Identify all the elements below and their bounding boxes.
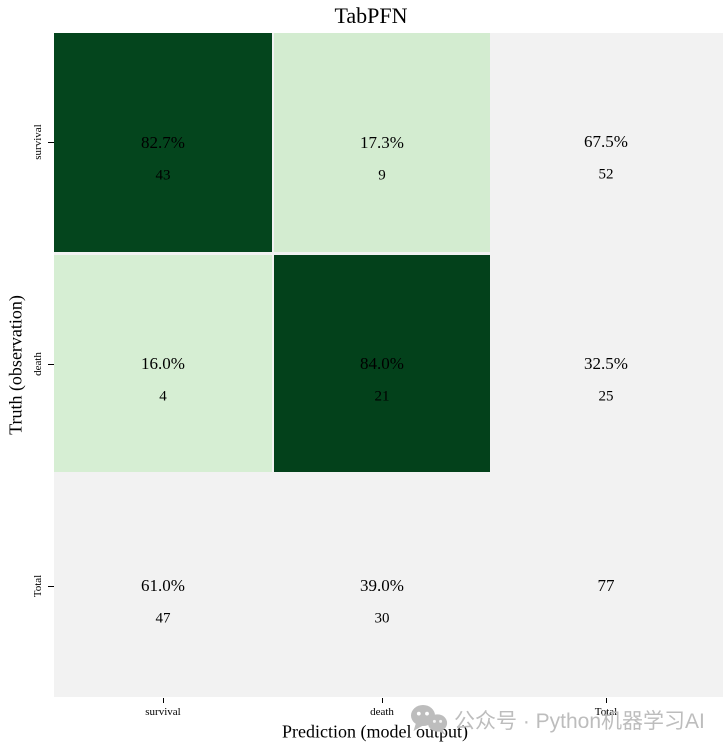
y-tick-label-total: Total (32, 574, 44, 598)
cell-count: 43 (155, 167, 171, 183)
y-tickmark-death (48, 364, 54, 365)
y-axis-label: Truth (observation) (5, 295, 26, 435)
grand-total-value: 77 (597, 576, 615, 595)
wechat-icon (411, 705, 448, 735)
cell-death-death: 84.0% 21 (274, 255, 490, 472)
margin-percent-total-survival: 61.0% (141, 576, 185, 595)
y-tick-label-death: death (32, 352, 44, 376)
x-tick-label-death: death (370, 706, 394, 718)
y-tick-label-survival: survival (32, 124, 44, 160)
margin-percent-survival-total: 67.5% (584, 132, 628, 151)
margin-percent-total-death: 39.0% (360, 576, 404, 595)
x-tick-label-total: Total (594, 706, 618, 718)
y-tickmark-survival (48, 142, 54, 143)
cell-percent: 16.0% (141, 353, 185, 373)
x-axis-label: Prediction (model output) (282, 721, 468, 742)
x-tickmark-total (606, 698, 607, 703)
y-tickmark-total (48, 586, 54, 587)
margin-count-total-death: 30 (374, 610, 390, 627)
cell-survival-death: 17.3% 9 (274, 33, 490, 252)
x-tickmark-survival (163, 698, 164, 703)
cell-count: 21 (374, 388, 390, 404)
cell-count: 9 (378, 167, 386, 183)
cell-count: 4 (159, 388, 167, 404)
margin-percent-death-total: 32.5% (584, 354, 628, 373)
cell-percent: 84.0% (360, 353, 404, 373)
cell-survival-survival: 82.7% 43 (54, 33, 272, 252)
plot-area: 82.7% 43 17.3% 9 16.0% 4 84.0% 21 67.5% … (54, 33, 723, 697)
x-tickmark-death (382, 698, 383, 703)
cell-percent: 82.7% (141, 132, 185, 152)
chart-title: TabPFN (334, 3, 408, 28)
watermark: 公众号 · Python机器学习AI (410, 703, 705, 737)
watermark-text: 公众号 · Python机器学习AI (454, 710, 705, 733)
margin-count-total-survival: 47 (155, 610, 171, 627)
margin-count-survival-total: 52 (598, 166, 614, 183)
cell-percent: 17.3% (360, 132, 404, 152)
margin-count-death-total: 25 (598, 388, 614, 405)
cell-death-survival: 16.0% 4 (54, 255, 272, 472)
x-tick-label-survival: survival (145, 706, 181, 718)
